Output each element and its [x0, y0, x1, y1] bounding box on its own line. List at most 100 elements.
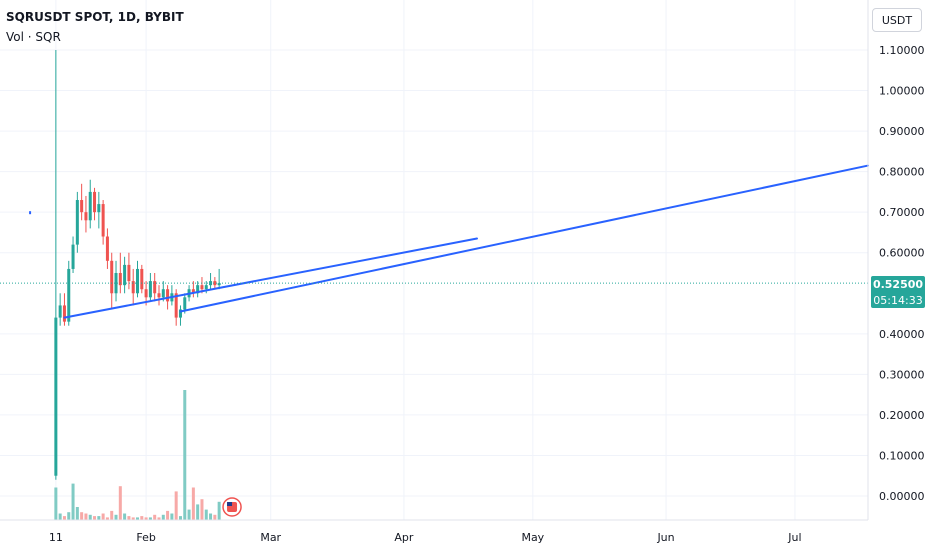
volume-bar	[140, 516, 144, 520]
y-tick-label: 0.90000	[879, 125, 925, 138]
volume-bar	[54, 487, 58, 520]
candle-body	[80, 200, 84, 213]
candle-body	[183, 297, 187, 310]
volume-bar	[93, 516, 97, 520]
volume-bar	[88, 514, 92, 520]
volume-bar	[84, 513, 88, 520]
volume-bar	[204, 509, 208, 520]
candle-body	[110, 260, 114, 294]
candle-body	[131, 281, 135, 294]
candle-body	[217, 283, 221, 286]
candle-body	[213, 281, 217, 286]
volume-indicator-label[interactable]: Vol · SQR	[6, 30, 61, 44]
volume-bar	[209, 513, 213, 520]
volume-bar	[187, 509, 191, 520]
candle-body	[196, 285, 200, 294]
y-tick-label: 1.10000	[879, 44, 925, 57]
candle-body	[148, 281, 152, 298]
volume-bar	[136, 517, 140, 520]
y-tick-label: 1.00000	[879, 85, 925, 98]
candle-body	[140, 268, 144, 290]
candle-body	[178, 309, 182, 318]
volume-bar	[144, 517, 148, 520]
candle-body	[114, 273, 118, 294]
candle-body	[101, 204, 105, 237]
volume-bar	[118, 486, 122, 520]
volume-bar	[114, 514, 118, 520]
drawing-marker	[29, 211, 32, 215]
trend-line	[179, 164, 869, 313]
y-tick-label: 0.40000	[879, 328, 925, 341]
candle-body	[105, 236, 109, 261]
volume-bar	[80, 512, 84, 520]
chart-legend: SQRUSDT SPOT, 1D, BYBIT Vol · SQR	[6, 7, 184, 47]
candle-body	[191, 289, 195, 294]
x-tick-label: Apr	[394, 531, 414, 544]
volume-bar	[200, 499, 204, 520]
y-tick-label: 0.80000	[879, 166, 925, 179]
candle-body	[58, 305, 62, 318]
candle-body	[75, 200, 79, 245]
candle-body	[93, 191, 97, 213]
candle-body	[153, 281, 157, 294]
volume-bar	[127, 516, 131, 520]
y-tick-label: 0.70000	[879, 206, 925, 219]
volume-bar	[110, 510, 114, 520]
y-tick-label: 0.30000	[879, 368, 925, 381]
y-tick-label: 0.60000	[879, 247, 925, 260]
volume-bar	[157, 517, 161, 520]
volume-bar	[213, 514, 217, 520]
candle-body	[200, 285, 204, 290]
event-flag-icon-canton	[227, 502, 233, 506]
volume-bar	[217, 501, 221, 520]
volume-bar	[196, 504, 200, 520]
x-tick-label: Mar	[260, 531, 281, 544]
volume-bar	[123, 513, 127, 520]
y-tick-label: 0.20000	[879, 409, 925, 422]
candle-body	[54, 317, 58, 476]
symbol-title[interactable]: SQRUSDT SPOT, 1D, BYBIT	[6, 10, 184, 24]
x-tick-label: May	[521, 531, 544, 544]
x-tick-label: Jul	[787, 531, 801, 544]
candle-body	[118, 273, 122, 286]
candle-body	[62, 305, 66, 322]
candle-body	[174, 293, 178, 318]
volume-bar	[67, 512, 71, 520]
volume-bar	[166, 510, 170, 520]
x-tick-label: 11	[49, 531, 63, 544]
volume-bar	[183, 390, 187, 520]
candle-body	[97, 204, 101, 213]
bar-countdown-label: 05:14:33	[871, 292, 925, 308]
volume-bar	[174, 491, 178, 520]
y-tick-label: 0.00000	[879, 490, 925, 503]
candle-body	[71, 244, 75, 269]
candle-body	[123, 264, 127, 286]
candle-body	[157, 293, 161, 298]
candle-body	[127, 264, 131, 282]
volume-bar	[191, 487, 195, 520]
candle-body	[166, 289, 170, 302]
volume-bar	[153, 514, 157, 520]
x-tick-label: Jun	[656, 531, 674, 544]
volume-bar	[105, 517, 109, 520]
volume-bar	[101, 513, 105, 520]
volume-bar	[58, 513, 62, 520]
candle-body	[161, 289, 165, 298]
currency-unit-button[interactable]: USDT	[872, 8, 922, 32]
volume-bar	[148, 517, 152, 520]
volume-bar	[62, 516, 66, 520]
volume-bar	[71, 483, 75, 520]
last-price-label: 0.52500	[871, 276, 925, 292]
y-tick-label: 0.10000	[879, 449, 925, 462]
candle-body	[144, 289, 148, 298]
candle-body	[204, 285, 208, 290]
volume-bar	[178, 516, 182, 520]
volume-bar	[161, 514, 165, 520]
candle-body	[88, 191, 92, 221]
volume-bar	[131, 517, 135, 520]
volume-bar	[97, 516, 101, 520]
trend-line	[63, 237, 478, 319]
candle-body	[84, 212, 88, 221]
volume-bar	[75, 507, 79, 520]
